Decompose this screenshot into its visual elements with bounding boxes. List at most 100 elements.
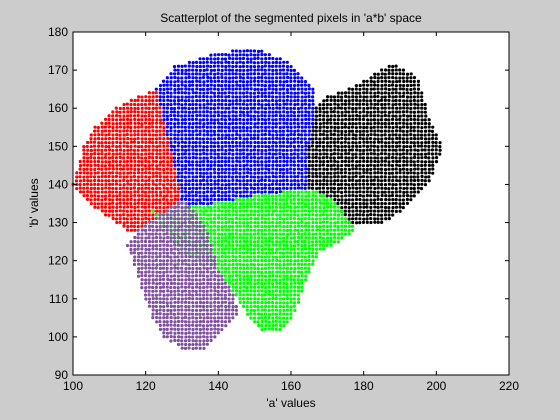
data-point [151, 118, 155, 122]
data-point [271, 163, 275, 167]
data-point [169, 255, 173, 259]
data-point [144, 247, 148, 252]
series-2 [307, 64, 442, 225]
data-point [275, 163, 279, 167]
data-point [169, 133, 173, 137]
data-point [111, 194, 115, 198]
data-point [362, 198, 366, 202]
data-point [238, 179, 242, 183]
data-point [118, 209, 122, 213]
data-point [231, 156, 235, 160]
data-point [303, 205, 308, 209]
data-point [416, 144, 420, 148]
data-point [245, 251, 249, 255]
data-point [169, 141, 173, 145]
data-point [213, 224, 217, 228]
data-point [194, 194, 198, 198]
data-point [238, 244, 242, 248]
data-point [195, 297, 199, 301]
data-point [405, 72, 410, 76]
data-point [137, 266, 141, 271]
data-point [289, 179, 293, 183]
data-point [278, 266, 282, 270]
data-point [307, 244, 311, 248]
data-point [263, 118, 268, 122]
data-point [413, 163, 417, 167]
data-point [263, 182, 267, 187]
data-point [235, 190, 239, 194]
data-point [358, 217, 362, 221]
data-point [362, 83, 366, 87]
data-point [304, 167, 308, 171]
data-point [292, 297, 296, 301]
data-point [224, 106, 228, 110]
data-point [173, 217, 177, 221]
data-point [155, 174, 159, 179]
data-point [216, 87, 220, 91]
data-point [405, 122, 409, 126]
data-point [336, 163, 340, 168]
data-point [274, 79, 278, 84]
data-point [245, 137, 249, 141]
data-point [169, 72, 173, 76]
data-point [173, 72, 177, 76]
data-point [264, 197, 268, 202]
data-point [365, 164, 370, 168]
data-point [147, 285, 151, 289]
data-point [246, 75, 250, 80]
data-point [354, 205, 358, 210]
data-point [300, 182, 304, 186]
data-point [289, 297, 293, 301]
data-point [212, 64, 217, 68]
data-point [347, 110, 351, 114]
data-point [191, 282, 195, 286]
data-point [133, 190, 137, 194]
data-point [412, 160, 416, 164]
data-point [158, 224, 162, 229]
data-point [115, 148, 119, 152]
data-point [249, 209, 253, 213]
data-point [289, 148, 293, 152]
data-point [271, 236, 275, 240]
data-point [310, 137, 315, 141]
data-point [282, 144, 286, 148]
data-point [75, 171, 79, 175]
data-point [220, 156, 224, 160]
data-point [227, 240, 231, 244]
data-point [329, 133, 333, 137]
data-point [93, 167, 97, 171]
data-point [223, 266, 228, 271]
data-point [216, 201, 220, 205]
data-point [278, 327, 282, 332]
data-point [293, 255, 297, 259]
data-point [176, 91, 181, 95]
data-point [322, 114, 326, 118]
data-point [384, 125, 388, 129]
data-point [398, 198, 402, 202]
data-point [242, 259, 246, 263]
data-point [126, 148, 130, 152]
data-point [256, 148, 260, 152]
data-point [275, 133, 279, 137]
data-point [180, 160, 184, 164]
data-point [321, 133, 326, 137]
data-point [281, 137, 286, 141]
data-point [383, 152, 387, 156]
data-point [260, 289, 264, 293]
data-point [271, 152, 275, 156]
data-point [238, 274, 242, 278]
data-point [198, 300, 203, 305]
data-point [267, 304, 271, 309]
data-point [282, 125, 286, 129]
data-point [231, 53, 235, 57]
data-point [270, 247, 275, 251]
data-point [271, 217, 275, 221]
data-point [340, 144, 344, 149]
data-point [144, 209, 148, 213]
data-point [405, 179, 409, 183]
data-point [431, 171, 435, 175]
data-point [380, 91, 384, 95]
data-point [362, 110, 366, 114]
data-point [402, 118, 406, 122]
data-point [220, 75, 224, 80]
